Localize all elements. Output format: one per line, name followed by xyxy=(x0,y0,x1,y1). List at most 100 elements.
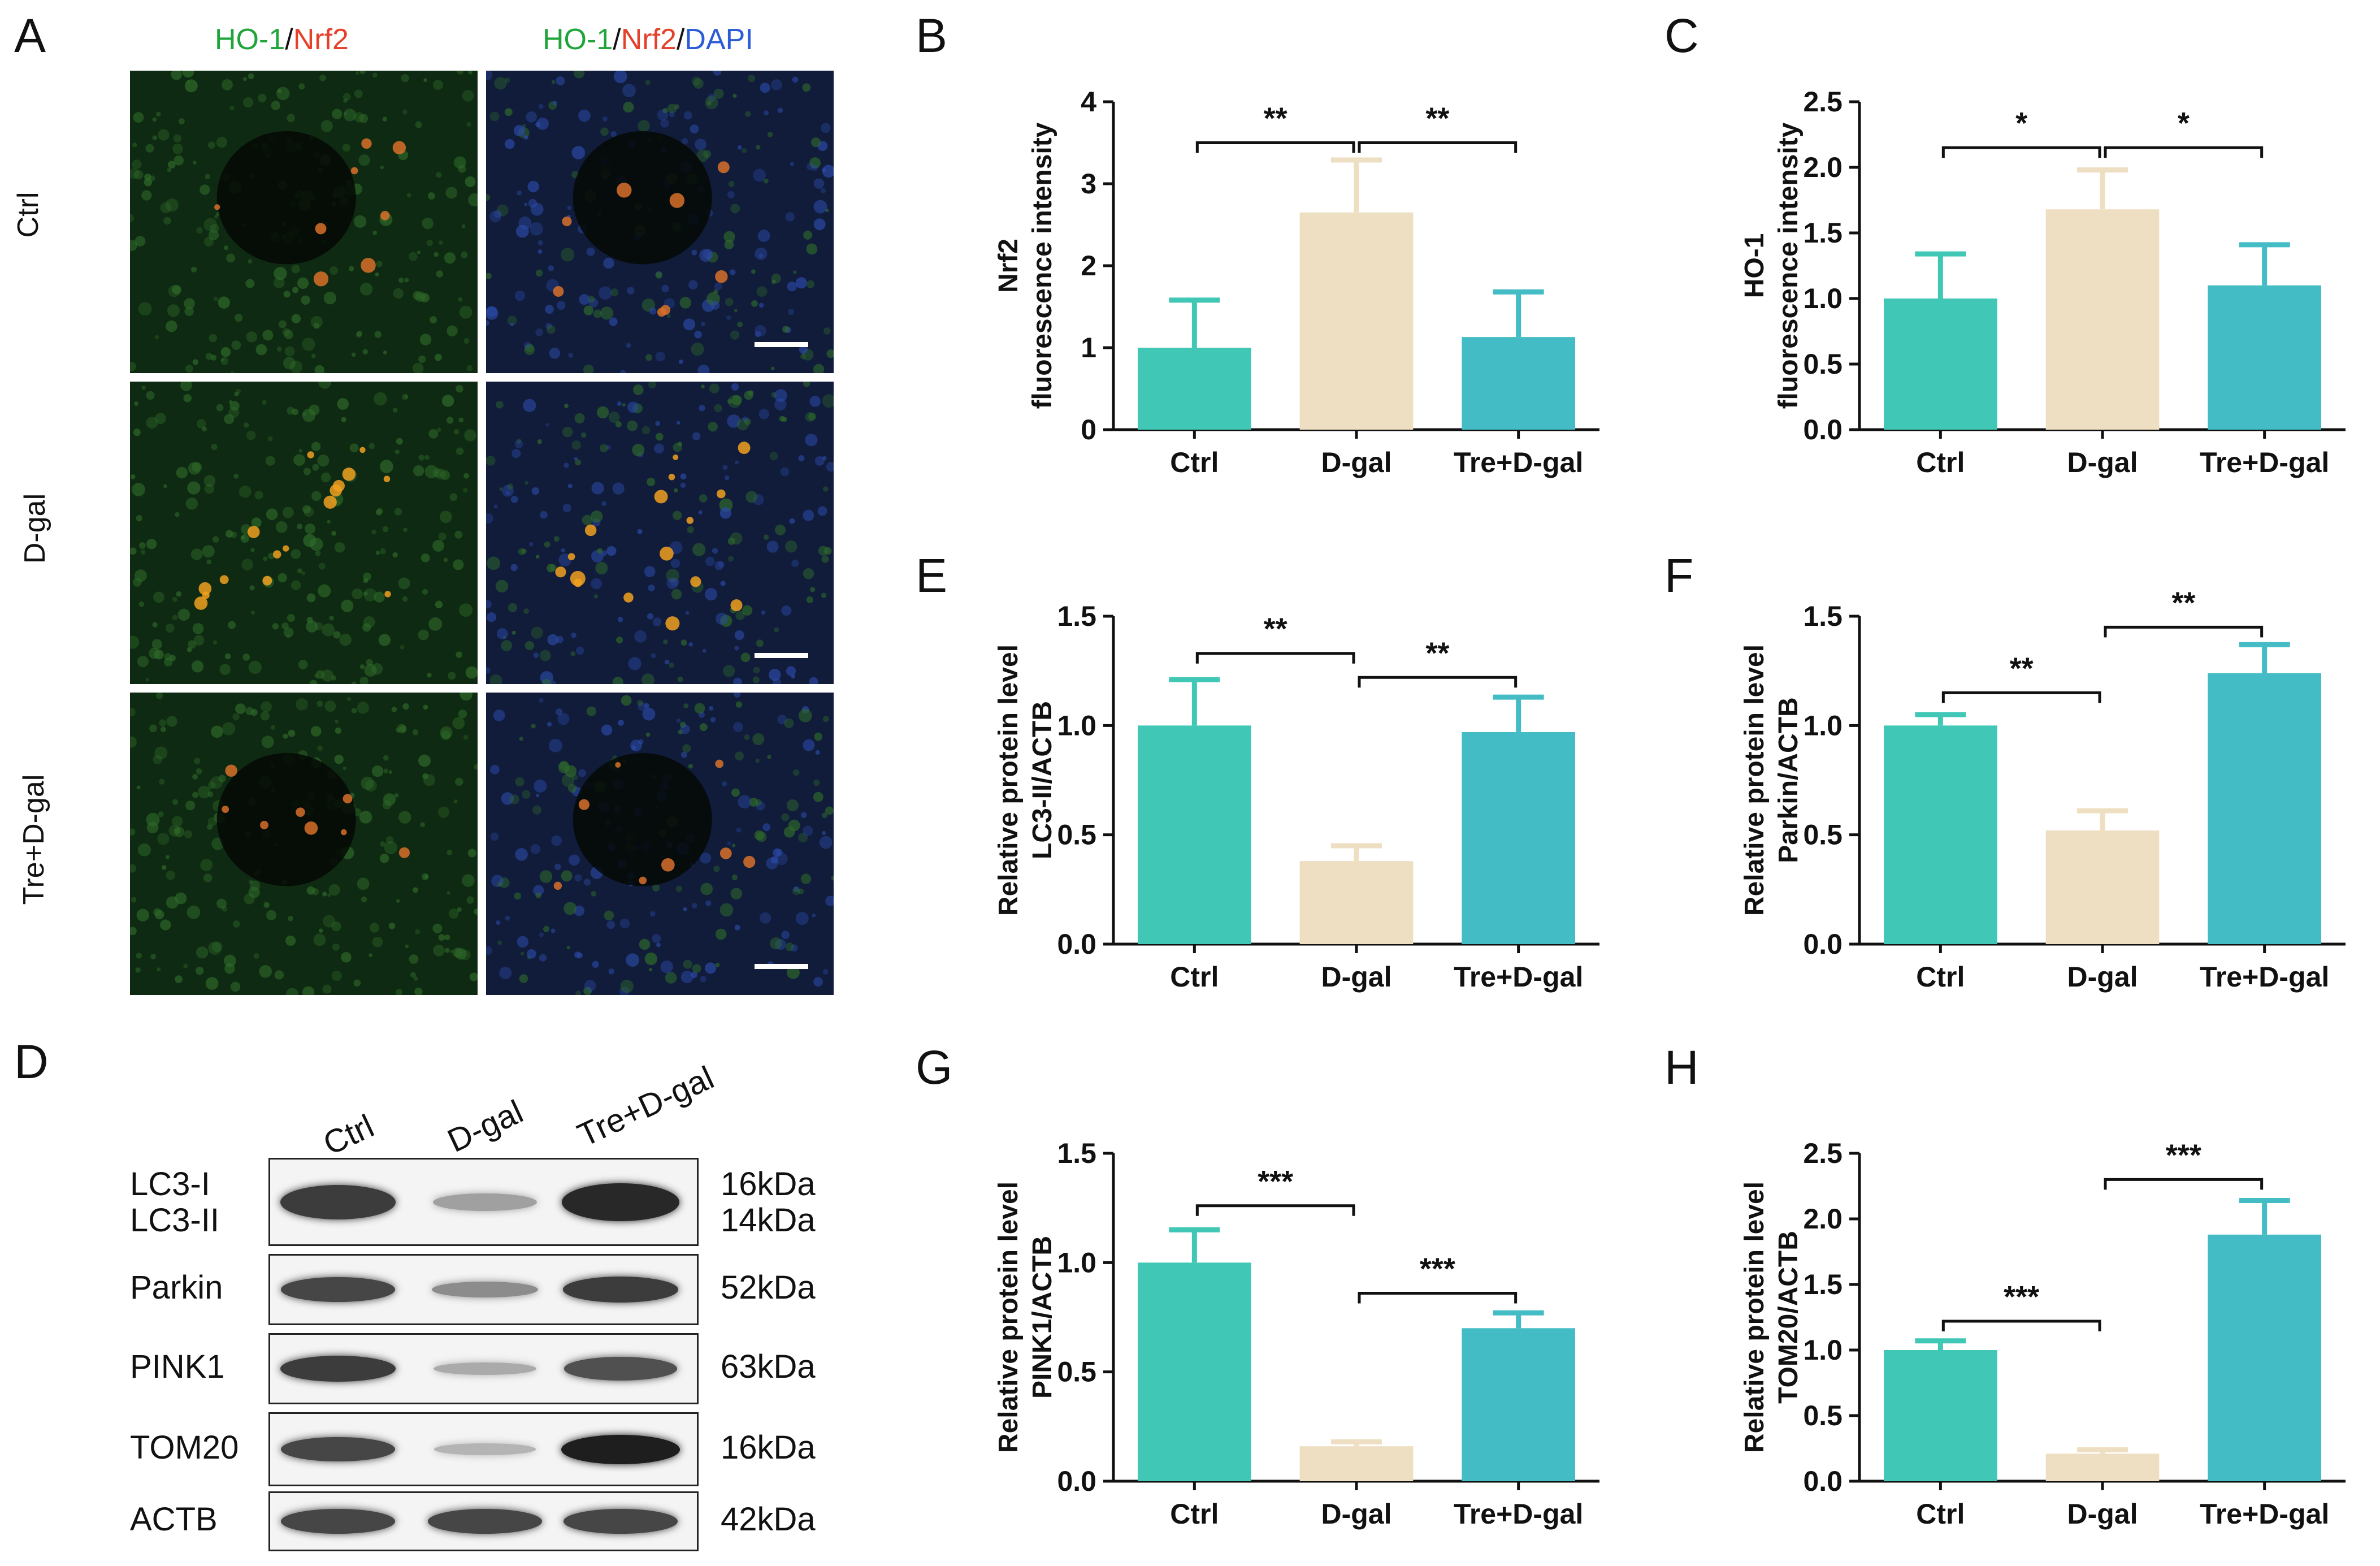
western-blot-protein-label: Parkin xyxy=(130,1269,223,1306)
significance-line xyxy=(1941,1320,2101,1331)
western-blot-panel-lc3-i xyxy=(268,1158,699,1246)
significance-bracket: *** xyxy=(1358,1252,1518,1304)
y-tick-label: 2.0 xyxy=(1803,152,1843,183)
y-axis-label: Relative protein level xyxy=(994,644,1024,916)
significance-line xyxy=(1195,1204,1355,1216)
significance-label: *** xyxy=(2166,1138,2201,1172)
significance-bracket: *** xyxy=(1195,1165,1355,1216)
significance-label: ** xyxy=(2010,651,2034,685)
y-tick-label: 3 xyxy=(1081,168,1096,200)
y-tick-label: 0.0 xyxy=(1057,1465,1096,1497)
bar-chart-nrf2-fluorescence: 0 1 2 3 4 Nrf2 fluorescence intensity Ctrl D-gal… xyxy=(994,86,1599,478)
western-blot-band xyxy=(561,1434,680,1464)
y-tick-label: 2.5 xyxy=(1803,86,1843,118)
western-blot-band xyxy=(562,1183,679,1221)
y-tick-label: 1.5 xyxy=(1803,600,1843,632)
y-tick-label: 1.0 xyxy=(1803,283,1843,314)
microscopy-image-tre-dgal-merge xyxy=(130,693,478,995)
bar-chart-parkin-actb: 0.0 0.5 1.0 1.5 Relative protein level Parkin… xyxy=(1740,586,2346,993)
bar-chart-lc3ii-actb: 0.0 0.5 1.0 1.5 Relative protein level LC3-II… xyxy=(994,600,1599,993)
x-tick-label: Ctrl xyxy=(1916,961,1965,993)
y-tick-label: 1.0 xyxy=(1803,1334,1843,1366)
significance-line xyxy=(1195,652,1355,664)
bar xyxy=(1138,725,1251,944)
y-tick-label: 0.5 xyxy=(1803,1400,1843,1431)
x-tick-label: D-gal xyxy=(1321,447,1392,478)
x-tick-label: Ctrl xyxy=(1170,1498,1219,1530)
y-tick-label: 0.5 xyxy=(1057,819,1096,851)
western-blot-band xyxy=(280,1356,396,1382)
significance-label: *** xyxy=(1420,1252,1455,1286)
western-blot-kda-label: 52kDa xyxy=(721,1269,816,1306)
significance-label: ** xyxy=(1425,636,1449,670)
western-blot-lane-label-tre-dgal: Tre+D-gal xyxy=(572,1059,719,1154)
x-tick-label: D-gal xyxy=(1321,1498,1392,1530)
western-blot-lane-label-ctrl: Ctrl xyxy=(318,1108,380,1163)
y-tick-label: 0 xyxy=(1081,414,1096,445)
western-blot-band xyxy=(563,1509,678,1534)
significance-bracket: ** xyxy=(2104,586,2264,638)
panel-letter-c: C xyxy=(1664,9,1699,62)
bar xyxy=(1884,725,1997,944)
separator: / xyxy=(285,23,293,56)
bar xyxy=(2208,673,2321,944)
western-blot-panel-actb xyxy=(268,1491,699,1551)
x-tick-label: Ctrl xyxy=(1916,1498,1965,1530)
western-blot-band xyxy=(433,1362,536,1375)
western-blot-protein-label: PINK1 xyxy=(130,1348,225,1385)
panel-letter-a: A xyxy=(14,9,46,62)
significance-line xyxy=(1195,141,1355,153)
y-axis-label: PINK1/ACTB xyxy=(1028,1236,1057,1399)
panel-letter-g: G xyxy=(916,1041,953,1094)
y-axis-label: Parkin/ACTB xyxy=(1774,697,1804,863)
significance-line xyxy=(2104,146,2264,158)
y-axis-label: fluorescence intensity xyxy=(1774,122,1804,409)
significance-label: ** xyxy=(1264,102,1287,136)
y-tick-label: 1.5 xyxy=(1803,1269,1843,1300)
panel-letter-e: E xyxy=(916,549,948,602)
significance-bracket: ** xyxy=(1195,102,1355,153)
separator: / xyxy=(676,23,685,56)
y-tick-label: 0.0 xyxy=(1803,1465,1843,1497)
bar xyxy=(1462,1328,1575,1481)
y-axis-label: fluorescence intensity xyxy=(1028,122,1057,409)
x-tick-label: Ctrl xyxy=(1170,447,1219,478)
x-tick-label: D-gal xyxy=(2067,447,2138,478)
bar xyxy=(1299,1446,1414,1481)
significance-line xyxy=(1941,146,2101,158)
significance-bracket: * xyxy=(1941,106,2101,158)
x-tick-label: Tre+D-gal xyxy=(2200,961,2329,993)
bar-chart-ho1-fluorescence: 0.0 0.5 1.0 1.5 2.0 2.5 HO-1 fluorescence inten… xyxy=(1740,86,2346,478)
western-blot-kda-label: 42kDa xyxy=(721,1501,816,1538)
western-blot-protein-label: ACTB xyxy=(130,1501,218,1538)
significance-bracket: *** xyxy=(2104,1138,2264,1190)
y-tick-label: 1.0 xyxy=(1057,1247,1096,1278)
western-blot-band xyxy=(281,1509,395,1534)
y-axis-label: Relative protein level xyxy=(1740,1182,1770,1453)
y-tick-label: 1.5 xyxy=(1057,600,1096,632)
y-axis-label: Nrf2 xyxy=(994,239,1024,293)
y-tick-label: 2 xyxy=(1081,250,1096,282)
bar xyxy=(2208,285,2321,430)
microscopy-row-label-ctrl: Ctrl xyxy=(12,192,45,238)
significance-line xyxy=(1941,691,2101,703)
x-tick-label: Tre+D-gal xyxy=(2200,447,2329,478)
western-blot-band xyxy=(281,1277,395,1302)
western-blot-panel-tom20 xyxy=(268,1412,699,1486)
western-blot-band xyxy=(564,1357,677,1381)
x-tick-label: D-gal xyxy=(2067,1498,2138,1530)
microscopy-image-ctrl-dapi xyxy=(486,71,834,373)
microscopy-row-label-tre-dgal: Tre+D-gal xyxy=(18,774,50,905)
bar xyxy=(1138,348,1251,430)
microscopy-image-dgal-dapi xyxy=(486,382,834,684)
bar xyxy=(2208,1234,2321,1481)
significance-label: ** xyxy=(1264,612,1287,646)
microscopy-row-label-dgal: D-gal xyxy=(19,493,51,564)
western-blot-protein-label: LC3-II xyxy=(130,1202,219,1239)
significance-label: * xyxy=(2178,106,2190,140)
bar xyxy=(2045,1453,2160,1481)
western-blot-lane-label-dgal: D-gal xyxy=(442,1093,529,1160)
microscopy-image-tre-dgal-dapi xyxy=(486,693,834,995)
significance-bracket: *** xyxy=(1941,1280,2101,1331)
significance-bracket: ** xyxy=(1941,651,2101,703)
